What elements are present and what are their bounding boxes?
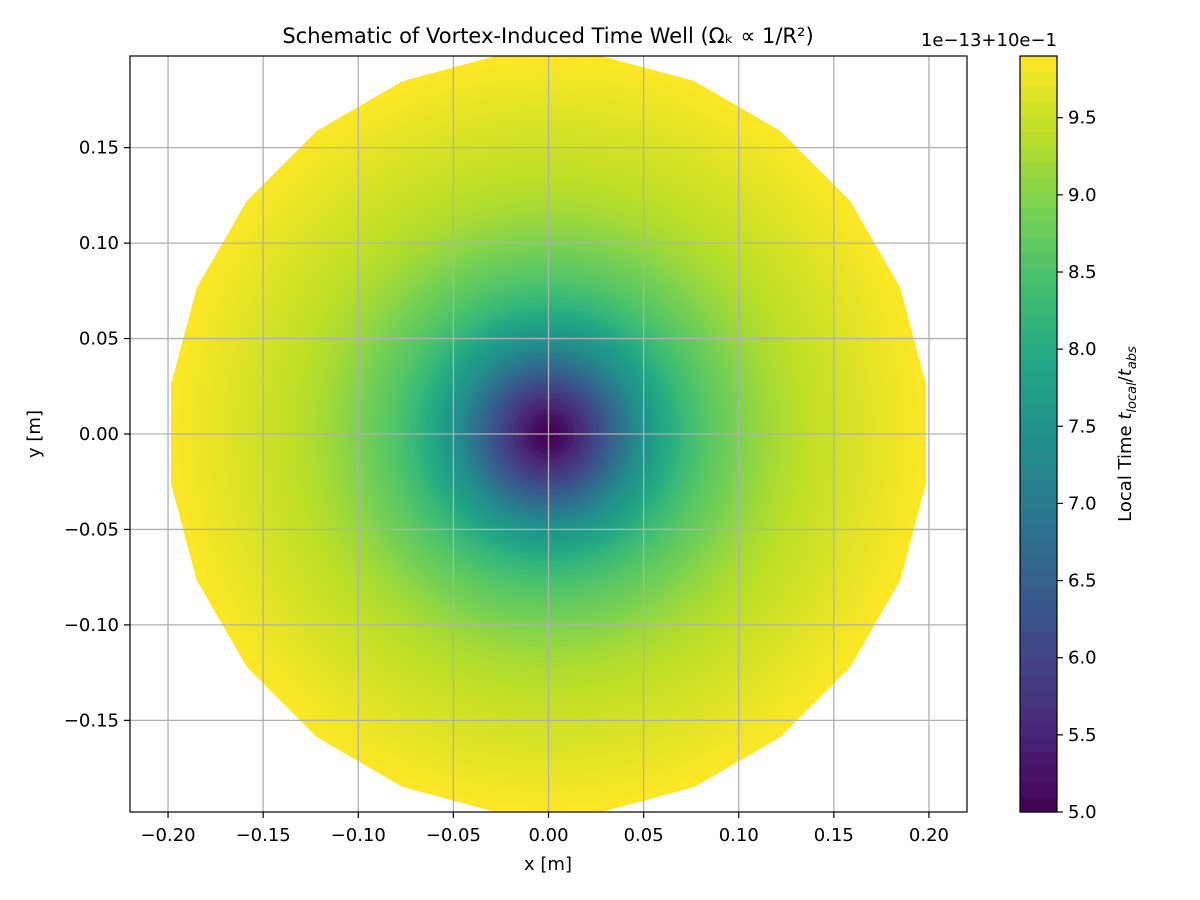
colorbar-segment	[1020, 585, 1057, 601]
colorbar-label-sub2: abs	[1125, 346, 1140, 369]
colorbar-label: Local Time tlocal/tabs	[1115, 346, 1140, 522]
x-axis-ticks: −0.20 −0.15 −0.10 −0.05 0.00 0.05 0.10 0.15 0.20	[140, 812, 949, 846]
y-axis-label: y [m]	[24, 410, 45, 458]
colorbar-segment	[1020, 71, 1057, 87]
x-tick-label: −0.10	[331, 825, 386, 846]
colorbar-segment	[1020, 222, 1057, 239]
colorbar-segment	[1020, 736, 1057, 753]
colorbar-tick-label: 9.5	[1068, 108, 1097, 129]
colorbar-segment	[1020, 267, 1057, 284]
colorbar-frame	[1019, 55, 1058, 813]
x-tick-label: −0.05	[426, 825, 481, 846]
colorbar-segment	[1020, 630, 1057, 647]
colorbar-segment	[1020, 388, 1057, 405]
colorbar-segment	[1020, 101, 1057, 118]
colorbar-segment	[1020, 297, 1057, 314]
colorbar-segment	[1020, 86, 1057, 102]
colorbar-segment	[1020, 494, 1057, 511]
y-tick-label: 0.10	[79, 233, 119, 254]
colorbar-tick-label: 7.5	[1068, 416, 1097, 437]
colorbar-ticks: 5.0 5.5 6.0 6.5 7.0 7.5 8.0 8.5 9.0 9.5	[1057, 108, 1097, 823]
y-tick-label: −0.15	[64, 710, 119, 731]
colorbar-segment	[1020, 418, 1057, 435]
colorbar-segment	[1020, 645, 1057, 662]
colorbar-tick-label: 5.0	[1068, 802, 1097, 823]
x-tick-label: −0.15	[236, 825, 291, 846]
colorbar-segment	[1020, 176, 1057, 193]
colorbar-segment	[1020, 237, 1057, 254]
colorbar-segment	[1020, 313, 1057, 329]
x-tick-label: 0.05	[624, 825, 664, 846]
colorbar-tick-label: 8.5	[1068, 262, 1097, 283]
colorbar-segment	[1020, 781, 1057, 798]
colorbar-segment	[1020, 192, 1057, 208]
colorbar-label-main: Local Time	[1115, 420, 1136, 522]
colorbar-segment	[1020, 56, 1057, 72]
colorbar-segment	[1020, 675, 1057, 692]
x-tick-label: 0.10	[719, 825, 759, 846]
colorbar-label-sub1: local	[1125, 382, 1140, 413]
colorbar-segment	[1020, 600, 1057, 617]
colorbar-label-t1: t	[1115, 412, 1136, 420]
colorbar-label-t2: t	[1115, 368, 1136, 376]
y-tick-label: 0.00	[79, 424, 119, 445]
x-tick-label: 0.20	[909, 825, 949, 846]
x-tick-label: 0.00	[528, 825, 568, 846]
colorbar-tick-label: 8.0	[1068, 339, 1097, 360]
y-axis-ticks: −0.15 −0.10 −0.05 0.00 0.05 0.10 0.15	[64, 138, 130, 731]
colorbar-tick-label: 6.0	[1068, 648, 1097, 669]
colorbar-label-slash: /	[1115, 375, 1136, 382]
x-tick-label: 0.15	[814, 825, 854, 846]
colorbar-segment	[1020, 207, 1057, 223]
colorbar-segment	[1020, 796, 1057, 813]
colorbar-tick-label: 7.0	[1068, 493, 1097, 514]
y-tick-label: −0.10	[64, 615, 119, 636]
colorbar-segment	[1020, 615, 1057, 632]
colorbar-tick-label: 6.5	[1068, 571, 1097, 592]
colorbar-segment	[1020, 161, 1057, 178]
colorbar-offset-text: 1e−13+10e−1	[921, 30, 1057, 51]
colorbar-segment	[1020, 524, 1057, 541]
colorbar-segment	[1020, 479, 1057, 496]
colorbar-segment	[1020, 131, 1057, 148]
colorbar-segment	[1020, 252, 1057, 269]
colorbar-segment	[1020, 146, 1057, 163]
colorbar	[1020, 56, 1057, 813]
colorbar-tick-label: 9.0	[1068, 185, 1097, 206]
grid-lines	[130, 56, 967, 812]
colorbar-segment	[1020, 509, 1057, 526]
x-tick-label: −0.20	[140, 825, 195, 846]
colorbar-segment	[1020, 706, 1057, 722]
colorbar-segment	[1020, 358, 1057, 375]
colorbar-segment	[1020, 328, 1057, 344]
colorbar-segment	[1020, 282, 1057, 299]
y-tick-label: 0.15	[79, 138, 119, 159]
y-tick-label: 0.05	[79, 329, 119, 350]
colorbar-segment	[1020, 434, 1057, 450]
colorbar-tick-label: 5.5	[1068, 725, 1097, 746]
colorbar-segment	[1020, 539, 1057, 556]
x-axis-label: x [m]	[524, 854, 572, 875]
chart-title: Schematic of Vortex-Induced Time Well (Ω…	[282, 24, 813, 48]
colorbar-segment	[1020, 766, 1057, 783]
colorbar-segment	[1020, 721, 1057, 737]
colorbar-segment	[1020, 116, 1057, 133]
colorbar-segment	[1020, 403, 1057, 420]
colorbar-segment	[1020, 449, 1057, 465]
colorbar-segment	[1020, 554, 1057, 571]
colorbar-segment	[1020, 660, 1057, 677]
colorbar-segment	[1020, 464, 1057, 480]
colorbar-segment	[1020, 691, 1057, 707]
colorbar-segment	[1020, 751, 1057, 768]
colorbar-segment	[1020, 570, 1057, 586]
colorbar-segment	[1020, 373, 1057, 390]
y-tick-label: −0.05	[64, 519, 119, 540]
colorbar-segment	[1020, 343, 1057, 359]
